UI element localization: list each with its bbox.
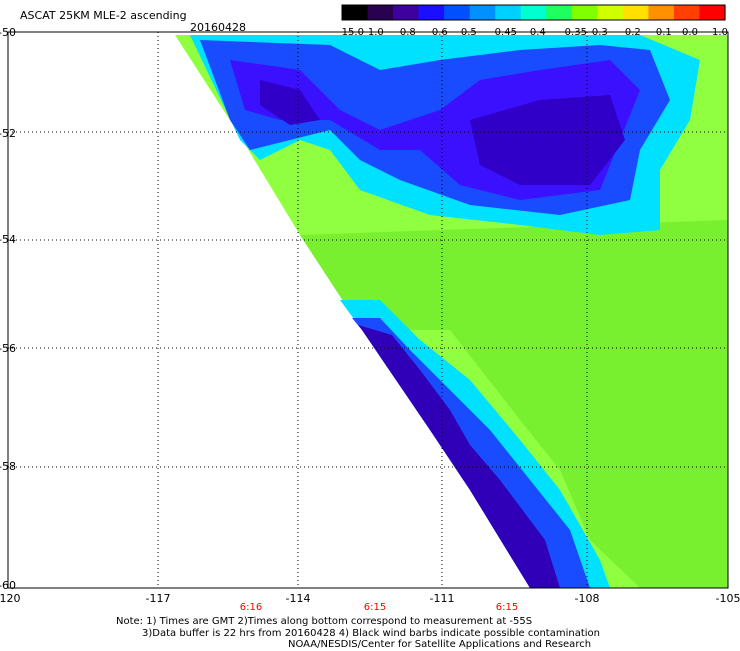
map-date: 20160428 bbox=[190, 21, 246, 34]
deep-blue-west bbox=[260, 80, 320, 125]
colorbar-swatch bbox=[444, 5, 471, 20]
lon-label: -108 bbox=[574, 592, 600, 605]
data-swath bbox=[175, 35, 728, 588]
colorbar-swatch bbox=[342, 5, 369, 20]
colorbar-label: -1.0 bbox=[364, 27, 384, 38]
colorbar-label: -0.35 bbox=[561, 27, 587, 38]
lon-label: -114 bbox=[285, 592, 311, 605]
lat-label: -56 bbox=[0, 342, 16, 355]
time-label: 6:15 bbox=[363, 602, 387, 613]
colorbar-label: -15.0 bbox=[338, 27, 364, 38]
colorbar-swatch bbox=[571, 5, 598, 20]
colorbar-swatch bbox=[393, 5, 420, 20]
lon-label: -105 bbox=[715, 592, 740, 605]
colorbar-swatch bbox=[597, 5, 624, 20]
colorbar-label: -0.8 bbox=[396, 27, 416, 38]
lat-label: -52 bbox=[0, 127, 16, 140]
colorbar-swatch bbox=[648, 5, 675, 20]
colorbar-label: -0.1 bbox=[652, 27, 672, 38]
lon-label: -117 bbox=[145, 592, 171, 605]
lon-label: -111 bbox=[429, 592, 455, 605]
colorbar-swatch bbox=[699, 5, 726, 20]
colorbar-label: -0.5 bbox=[457, 27, 477, 38]
colorbar-swatch bbox=[418, 5, 445, 20]
colorbar-label: -0.4 bbox=[526, 27, 546, 38]
colorbar-swatch bbox=[367, 5, 394, 20]
colorbar-label: -0.6 bbox=[428, 27, 448, 38]
lat-label: -60 bbox=[0, 579, 16, 592]
lat-label: -50 bbox=[0, 26, 16, 39]
note-line: NOAA/NESDIS/Center for Satellite Applica… bbox=[288, 639, 592, 650]
colorbar-swatch bbox=[622, 5, 649, 20]
note-line: Note: 1) Times are GMT 2)Times along bot… bbox=[116, 616, 533, 627]
time-label: 6:16 bbox=[239, 602, 263, 613]
footnotes: Note: 1) Times are GMT 2)Times along bot… bbox=[116, 616, 600, 651]
colorbar-swatch bbox=[520, 5, 547, 20]
note-line: 3)Data buffer is 22 hrs from 20160428 4)… bbox=[142, 627, 600, 639]
colorbar-label: 0.0 bbox=[682, 27, 698, 38]
colorbar bbox=[341, 4, 726, 21]
colorbar-label: -0.2 bbox=[621, 27, 641, 38]
colorbar-swatch bbox=[673, 5, 701, 20]
map-frame bbox=[7, 31, 729, 589]
colorbar-swatch bbox=[495, 5, 522, 20]
deep-blue-north bbox=[470, 95, 625, 185]
indigo-region-south bbox=[358, 325, 560, 588]
colorbar-label: 1.0 bbox=[712, 27, 728, 38]
lat-label: -54 bbox=[0, 233, 16, 246]
colorbar-label: -0.45 bbox=[491, 27, 517, 38]
colorbar-label: -0.3 bbox=[588, 27, 608, 38]
colorbar-swatch bbox=[469, 5, 496, 20]
map-title: ASCAT 25KM MLE-2 ascending bbox=[20, 9, 187, 22]
lon-label: -120 bbox=[0, 592, 21, 605]
green-band bbox=[300, 220, 728, 588]
colorbar-swatch bbox=[546, 5, 573, 20]
lat-label: -58 bbox=[0, 460, 16, 473]
time-label: 6:15 bbox=[495, 602, 519, 613]
